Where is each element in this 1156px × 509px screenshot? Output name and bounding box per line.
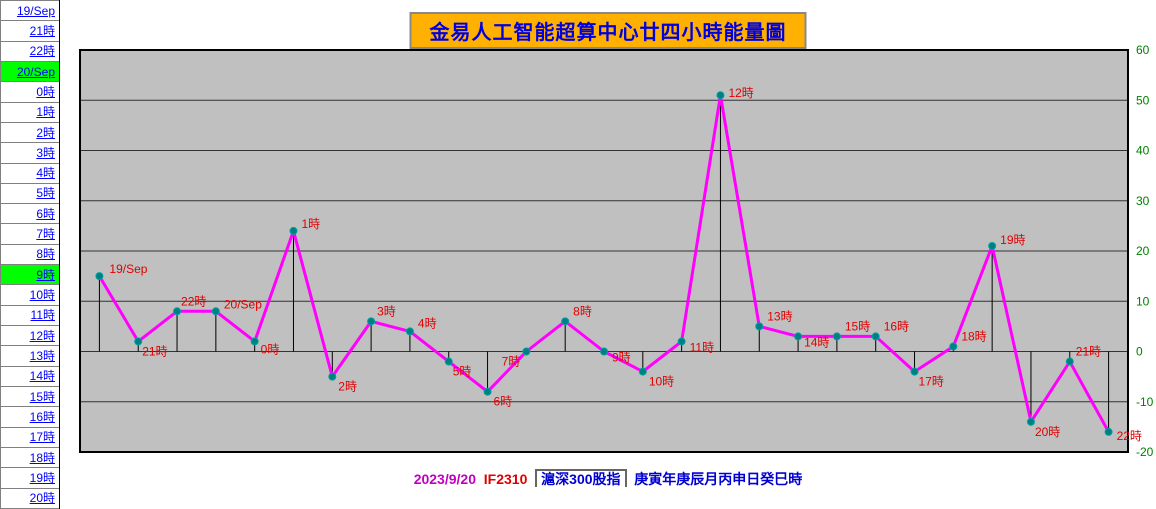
- svg-text:20/Sep: 20/Sep: [224, 297, 262, 311]
- sidebar-item[interactable]: 21時: [0, 21, 59, 41]
- sidebar-item[interactable]: 17時: [0, 428, 59, 448]
- energy-line-chart: -20 -10 0 10 20 30 40 50 60 19/Sep 21時 22時 20/Sep 0時 1…: [60, 0, 1156, 470]
- svg-text:10時: 10時: [649, 375, 674, 389]
- svg-text:6時: 6時: [494, 395, 513, 409]
- svg-text:10: 10: [1136, 294, 1150, 308]
- root: 19/Sep21時22時20/Sep0時1時2時3時4時5時6時7時8時9時10…: [0, 0, 1156, 509]
- sidebar-item[interactable]: 19/Sep: [0, 0, 59, 21]
- sidebar-item[interactable]: 4時: [0, 164, 59, 184]
- sidebar-item[interactable]: 16時: [0, 407, 59, 427]
- svg-text:16時: 16時: [884, 319, 909, 333]
- svg-text:9時: 9時: [612, 351, 631, 365]
- svg-text:21時: 21時: [142, 344, 167, 358]
- sidebar-item[interactable]: 20/Sep: [0, 62, 59, 82]
- sidebar-item[interactable]: 7時: [0, 224, 59, 244]
- svg-text:50: 50: [1136, 93, 1150, 107]
- sidebar-item[interactable]: 18時: [0, 448, 59, 468]
- svg-text:3時: 3時: [377, 304, 396, 318]
- svg-text:0時: 0時: [261, 342, 280, 356]
- sidebar-item[interactable]: 13時: [0, 346, 59, 366]
- sidebar-item[interactable]: 6時: [0, 204, 59, 224]
- footer-code: IF2310: [484, 471, 528, 487]
- svg-text:15時: 15時: [845, 319, 870, 333]
- svg-text:60: 60: [1136, 43, 1150, 57]
- svg-text:20時: 20時: [1035, 425, 1060, 439]
- sidebar-item[interactable]: 20時: [0, 489, 59, 509]
- svg-text:1時: 1時: [301, 217, 320, 231]
- svg-text:-10: -10: [1136, 395, 1154, 409]
- svg-text:18時: 18時: [961, 329, 986, 343]
- footer-date: 2023/9/20: [414, 471, 476, 487]
- sidebar-item[interactable]: 10時: [0, 285, 59, 305]
- svg-text:21時: 21時: [1076, 345, 1101, 359]
- sidebar-item[interactable]: 9時: [0, 265, 59, 285]
- sidebar-item[interactable]: 15時: [0, 387, 59, 407]
- sidebar-item[interactable]: 8時: [0, 245, 59, 265]
- sidebar-item[interactable]: 14時: [0, 367, 59, 387]
- svg-text:20: 20: [1136, 244, 1150, 258]
- svg-text:-20: -20: [1136, 445, 1154, 459]
- footer-lunar-date: 庚寅年庚辰月丙申日癸巳時: [634, 471, 802, 487]
- sidebar-item[interactable]: 19時: [0, 468, 59, 488]
- svg-text:2時: 2時: [338, 380, 357, 394]
- sidebar-item[interactable]: 1時: [0, 103, 59, 123]
- svg-text:19/Sep: 19/Sep: [109, 262, 147, 276]
- svg-text:22時: 22時: [1117, 429, 1142, 443]
- svg-text:22時: 22時: [181, 294, 206, 308]
- svg-text:19時: 19時: [1000, 233, 1025, 247]
- svg-text:8時: 8時: [573, 304, 592, 318]
- sidebar-item[interactable]: 22時: [0, 42, 59, 62]
- svg-text:13時: 13時: [767, 309, 792, 323]
- chart-title: 金易人工智能超算中心廿四小時能量圖: [410, 12, 807, 49]
- sidebar-time-list: 19/Sep21時22時20/Sep0時1時2時3時4時5時6時7時8時9時10…: [0, 0, 60, 509]
- sidebar-item[interactable]: 11時: [0, 306, 59, 326]
- sidebar-item[interactable]: 12時: [0, 326, 59, 346]
- svg-text:40: 40: [1136, 144, 1150, 158]
- sidebar-item[interactable]: 0時: [0, 82, 59, 102]
- footer-instrument-name: 滬深300股指: [535, 469, 626, 487]
- chart-footer: 2023/9/20 IF2310 滬深300股指 庚寅年庚辰月丙申日癸巳時: [60, 469, 1156, 489]
- sidebar-item[interactable]: 5時: [0, 184, 59, 204]
- sidebar-item[interactable]: 2時: [0, 123, 59, 143]
- svg-text:30: 30: [1136, 194, 1150, 208]
- svg-text:4時: 4時: [418, 316, 437, 330]
- svg-text:5時: 5時: [453, 365, 472, 379]
- svg-text:14時: 14時: [804, 335, 829, 349]
- svg-text:11時: 11時: [690, 340, 714, 354]
- chart-area: 金易人工智能超算中心廿四小時能量圖 -20 -10 0 10 20 30 40 50 60 19/…: [60, 0, 1156, 509]
- svg-text:0: 0: [1136, 345, 1143, 359]
- svg-text:7時: 7時: [502, 355, 521, 369]
- svg-text:12時: 12時: [728, 86, 753, 100]
- sidebar-item[interactable]: 3時: [0, 143, 59, 163]
- svg-text:17時: 17時: [919, 375, 944, 389]
